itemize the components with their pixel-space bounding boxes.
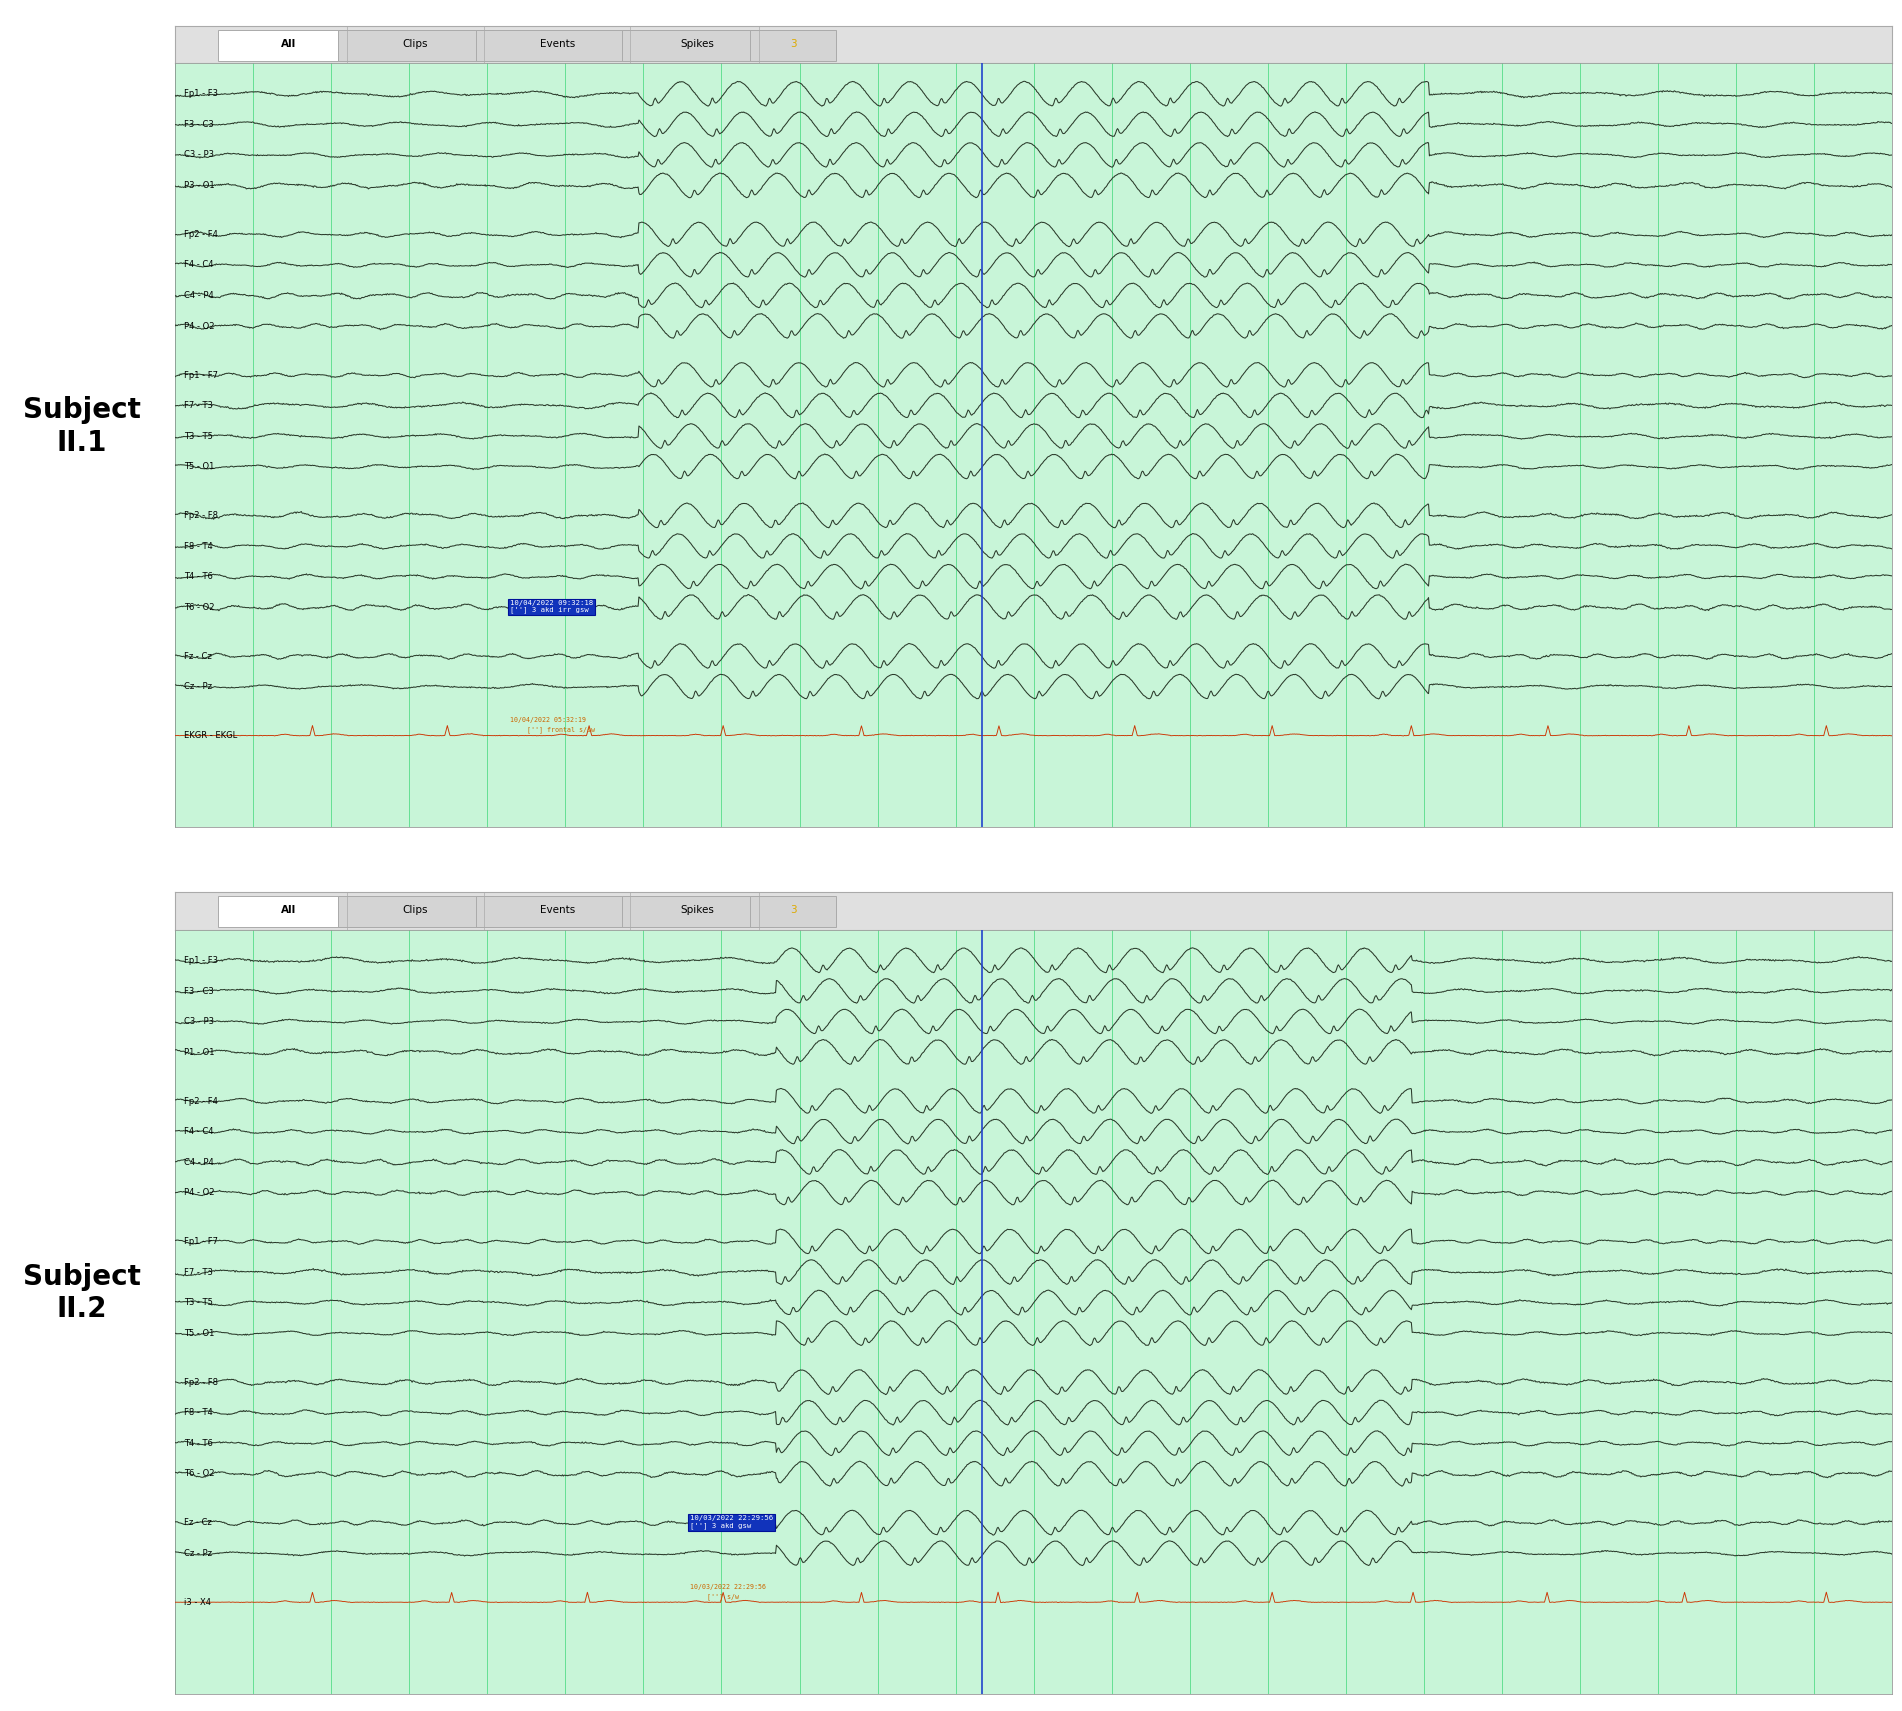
Text: Fp1 - F3: Fp1 - F3: [184, 89, 217, 98]
Text: i3 - X4: i3 - X4: [184, 1598, 211, 1607]
Text: F3 - C3: F3 - C3: [184, 987, 213, 996]
Text: C4 - P4: C4 - P4: [184, 291, 213, 299]
Text: [''] s/w: [''] s/w: [708, 1593, 740, 1600]
Text: T3 - T5: T3 - T5: [184, 431, 213, 441]
Text: All: All: [281, 39, 297, 48]
Text: P3 - O1: P3 - O1: [184, 181, 215, 190]
Text: 10/04/2022 05:32:19: 10/04/2022 05:32:19: [510, 717, 586, 724]
Text: Subject
II.2: Subject II.2: [23, 1263, 141, 1323]
Text: F3 - C3: F3 - C3: [184, 120, 213, 128]
Text: 3: 3: [789, 39, 797, 48]
Text: Fz - Cz: Fz - Cz: [184, 652, 211, 660]
Text: T6 - O2: T6 - O2: [184, 602, 215, 613]
Text: Events: Events: [540, 905, 574, 915]
Text: T6 - O2: T6 - O2: [184, 1470, 215, 1478]
Text: F8 - T4: F8 - T4: [184, 542, 213, 551]
FancyBboxPatch shape: [476, 29, 639, 60]
FancyBboxPatch shape: [751, 897, 837, 927]
Text: F7 - T3: F7 - T3: [184, 400, 213, 411]
FancyBboxPatch shape: [622, 897, 772, 927]
Text: Fp2 - F4: Fp2 - F4: [184, 1097, 217, 1105]
Text: Fp2 - F8: Fp2 - F8: [184, 1377, 217, 1386]
Text: 3: 3: [789, 905, 797, 915]
Text: Subject
II.1: Subject II.1: [23, 397, 141, 457]
Text: Fz - Cz: Fz - Cz: [184, 1518, 211, 1528]
Text: Cz - Pz: Cz - Pz: [184, 1548, 211, 1557]
Text: Spikes: Spikes: [681, 905, 713, 915]
Text: Fp1 - F7: Fp1 - F7: [184, 371, 217, 380]
Text: C4 - P4: C4 - P4: [184, 1158, 213, 1167]
Text: C3 - P3: C3 - P3: [184, 1016, 213, 1027]
Text: F4 - C4: F4 - C4: [184, 1128, 213, 1136]
Text: EKGR - EKGL: EKGR - EKGL: [184, 731, 238, 741]
FancyBboxPatch shape: [339, 897, 493, 927]
Text: Spikes: Spikes: [681, 39, 713, 48]
Text: Clips: Clips: [403, 905, 428, 915]
Text: T5 - O1: T5 - O1: [184, 462, 213, 471]
Text: P4 - O2: P4 - O2: [184, 1187, 215, 1198]
FancyBboxPatch shape: [219, 897, 359, 927]
Text: P1 - O1: P1 - O1: [184, 1047, 215, 1057]
Text: T3 - T5: T3 - T5: [184, 1299, 213, 1307]
Text: All: All: [281, 905, 297, 915]
Text: Fp2 - F4: Fp2 - F4: [184, 229, 217, 240]
Text: F8 - T4: F8 - T4: [184, 1408, 213, 1417]
Text: Events: Events: [540, 39, 574, 48]
FancyBboxPatch shape: [751, 29, 837, 60]
Text: P4 - O2: P4 - O2: [184, 322, 215, 330]
Text: C3 - P3: C3 - P3: [184, 151, 213, 159]
Text: Fp1 - F7: Fp1 - F7: [184, 1237, 217, 1246]
Text: T5 - O1: T5 - O1: [184, 1329, 213, 1338]
Text: [''] frontal s/sw: [''] frontal s/sw: [527, 727, 595, 734]
FancyBboxPatch shape: [219, 29, 359, 60]
Text: 10/03/2022 22:29:56
[''] 3 akd gsw: 10/03/2022 22:29:56 [''] 3 akd gsw: [690, 1516, 774, 1530]
Text: T4 - T6: T4 - T6: [184, 1439, 213, 1448]
FancyBboxPatch shape: [622, 29, 772, 60]
Text: 10/03/2022 22:29:56: 10/03/2022 22:29:56: [690, 1584, 767, 1590]
Text: 10/04/2022 09:32:18
[''] 3 akd irr gsw: 10/04/2022 09:32:18 [''] 3 akd irr gsw: [510, 599, 593, 613]
Text: F7 - T3: F7 - T3: [184, 1268, 213, 1276]
FancyBboxPatch shape: [339, 29, 493, 60]
Text: Cz - Pz: Cz - Pz: [184, 683, 211, 691]
Text: Clips: Clips: [403, 39, 428, 48]
Text: Fp2 - F8: Fp2 - F8: [184, 512, 217, 520]
Text: Fp1 - F3: Fp1 - F3: [184, 956, 217, 965]
Text: F4 - C4: F4 - C4: [184, 260, 213, 270]
Text: T4 - T6: T4 - T6: [184, 571, 213, 582]
FancyBboxPatch shape: [476, 897, 639, 927]
